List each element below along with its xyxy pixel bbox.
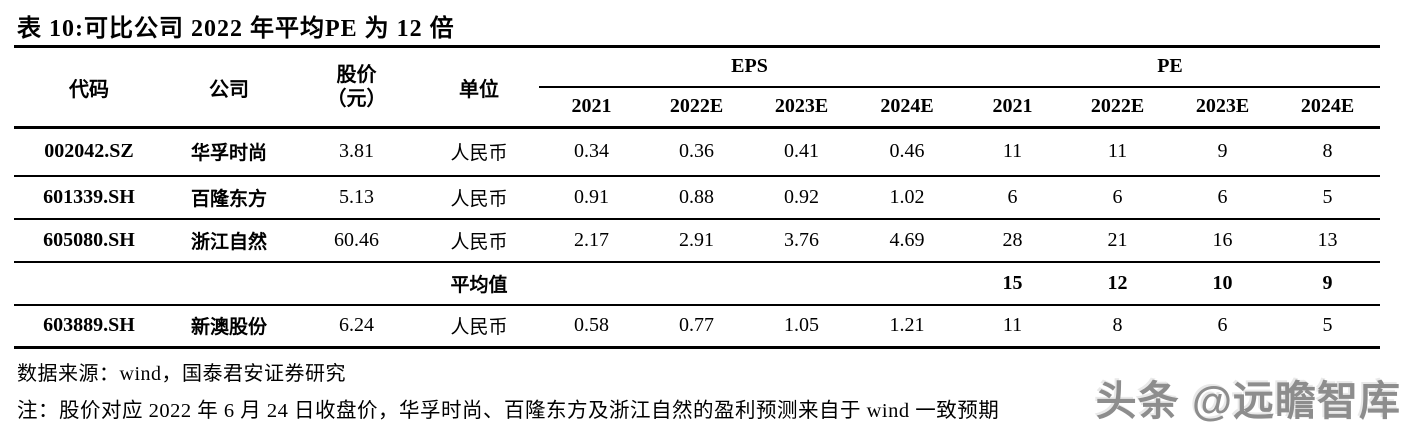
header-eps-group: EPS xyxy=(539,45,960,88)
eps-2022e-cell: 0.36 xyxy=(644,127,749,177)
eps-2024e-cell: 0.46 xyxy=(854,127,960,177)
eps-2021-cell xyxy=(539,261,644,306)
header-unit: 单位 xyxy=(419,45,539,129)
header-pe-group: PE xyxy=(960,45,1380,88)
table-row: 601339.SH 百隆东方 5.13 人民币 0.91 0.88 0.92 1… xyxy=(14,175,1380,220)
pe-2023e-cell: 10 xyxy=(1170,261,1275,306)
eps-2022e-cell: 0.88 xyxy=(644,175,749,220)
footnote: 注：股价对应 2022 年 6 月 24 日收盘价，华孚时尚、百隆东方及浙江自然… xyxy=(17,400,1000,422)
eps-2023e-cell: 0.92 xyxy=(749,175,854,220)
header-eps-2022e: 2022E xyxy=(644,86,749,129)
pe-2023e-cell: 6 xyxy=(1170,304,1275,349)
company-cell xyxy=(164,261,294,306)
header-eps-2023e: 2023E xyxy=(749,86,854,129)
pe-2024e-cell: 5 xyxy=(1275,304,1380,349)
eps-2023e-cell: 0.41 xyxy=(749,127,854,177)
pe-2022e-cell: 12 xyxy=(1065,261,1170,306)
pe-2023e-cell: 6 xyxy=(1170,175,1275,220)
table-header-group-row: 代码 公司 股价 （元） 单位 EPS PE xyxy=(14,45,1380,129)
header-eps-2021: 2021 xyxy=(539,86,644,129)
data-source-note: 数据来源：wind，国泰君安证券研究 xyxy=(17,363,346,385)
pe-2022e-cell: 11 xyxy=(1065,127,1170,177)
header-price-line2: （元） xyxy=(326,88,387,110)
pe-2022e-cell: 6 xyxy=(1065,175,1170,220)
pe-2022e-cell: 8 xyxy=(1065,304,1170,349)
company-cell: 百隆东方 xyxy=(164,175,294,220)
code-cell: 603889.SH xyxy=(14,304,164,349)
code-cell: 605080.SH xyxy=(14,218,164,263)
unit-cell: 人民币 xyxy=(419,175,539,220)
company-cell: 新澳股份 xyxy=(164,304,294,349)
table-row-average: 平均值 15 12 10 9 xyxy=(14,261,1380,306)
pe-2024e-cell: 8 xyxy=(1275,127,1380,177)
header-price-line1: 股价 xyxy=(336,64,377,86)
pe-2024e-cell: 5 xyxy=(1275,175,1380,220)
header-price: 股价 （元） xyxy=(294,45,419,129)
comparable-companies-table: 代码 公司 股价 （元） 单位 EPS PE 2021 2022E 2023E … xyxy=(14,45,1380,349)
header-pe-2024e: 2024E xyxy=(1275,86,1380,129)
eps-2024e-cell: 1.21 xyxy=(854,304,960,349)
eps-2022e-cell: 2.91 xyxy=(644,218,749,263)
unit-cell: 人民币 xyxy=(419,127,539,177)
eps-2023e-cell: 1.05 xyxy=(749,304,854,349)
pe-2023e-cell: 16 xyxy=(1170,218,1275,263)
header-pe-2023e: 2023E xyxy=(1170,86,1275,129)
eps-2024e-cell: 1.02 xyxy=(854,175,960,220)
header-pe-2021: 2021 xyxy=(960,86,1065,129)
pe-2021-cell: 11 xyxy=(960,127,1065,177)
header-eps-2024e: 2024E xyxy=(854,86,960,129)
unit-cell: 人民币 xyxy=(419,218,539,263)
price-cell: 60.46 xyxy=(294,218,419,263)
pe-2021-cell: 11 xyxy=(960,304,1065,349)
price-cell xyxy=(294,261,419,306)
pe-2024e-cell: 9 xyxy=(1275,261,1380,306)
price-cell: 3.81 xyxy=(294,127,419,177)
eps-2022e-cell xyxy=(644,261,749,306)
eps-2021-cell: 2.17 xyxy=(539,218,644,263)
eps-2021-cell: 0.58 xyxy=(539,304,644,349)
eps-2023e-cell: 3.76 xyxy=(749,218,854,263)
eps-2021-cell: 0.34 xyxy=(539,127,644,177)
table-header-year-row: 2021 2022E 2023E 2024E 2021 2022E 2023E … xyxy=(14,86,1380,129)
page-title: 表 10:可比公司 2022 年平均PE 为 12 倍 xyxy=(17,16,455,42)
pe-2023e-cell: 9 xyxy=(1170,127,1275,177)
code-cell: 002042.SZ xyxy=(14,127,164,177)
watermark: 头条 @远瞻智库 xyxy=(1095,378,1401,424)
header-pe-2022e: 2022E xyxy=(1065,86,1170,129)
pe-2021-cell: 15 xyxy=(960,261,1065,306)
company-cell: 浙江自然 xyxy=(164,218,294,263)
eps-2023e-cell xyxy=(749,261,854,306)
eps-2024e-cell: 4.69 xyxy=(854,218,960,263)
price-cell: 6.24 xyxy=(294,304,419,349)
table-row: 605080.SH 浙江自然 60.46 人民币 2.17 2.91 3.76 … xyxy=(14,218,1380,263)
pe-2021-cell: 6 xyxy=(960,175,1065,220)
header-code: 代码 xyxy=(14,45,164,129)
header-company: 公司 xyxy=(164,45,294,129)
table-row: 002042.SZ 华孚时尚 3.81 人民币 0.34 0.36 0.41 0… xyxy=(14,127,1380,177)
eps-2022e-cell: 0.77 xyxy=(644,304,749,349)
code-cell: 601339.SH xyxy=(14,175,164,220)
pe-2024e-cell: 13 xyxy=(1275,218,1380,263)
table-row: 603889.SH 新澳股份 6.24 人民币 0.58 0.77 1.05 1… xyxy=(14,304,1380,349)
pe-2021-cell: 28 xyxy=(960,218,1065,263)
unit-cell: 人民币 xyxy=(419,304,539,349)
company-cell: 华孚时尚 xyxy=(164,127,294,177)
price-cell: 5.13 xyxy=(294,175,419,220)
code-cell xyxy=(14,261,164,306)
pe-2022e-cell: 21 xyxy=(1065,218,1170,263)
eps-2021-cell: 0.91 xyxy=(539,175,644,220)
eps-2024e-cell xyxy=(854,261,960,306)
average-label: 平均值 xyxy=(419,261,539,306)
